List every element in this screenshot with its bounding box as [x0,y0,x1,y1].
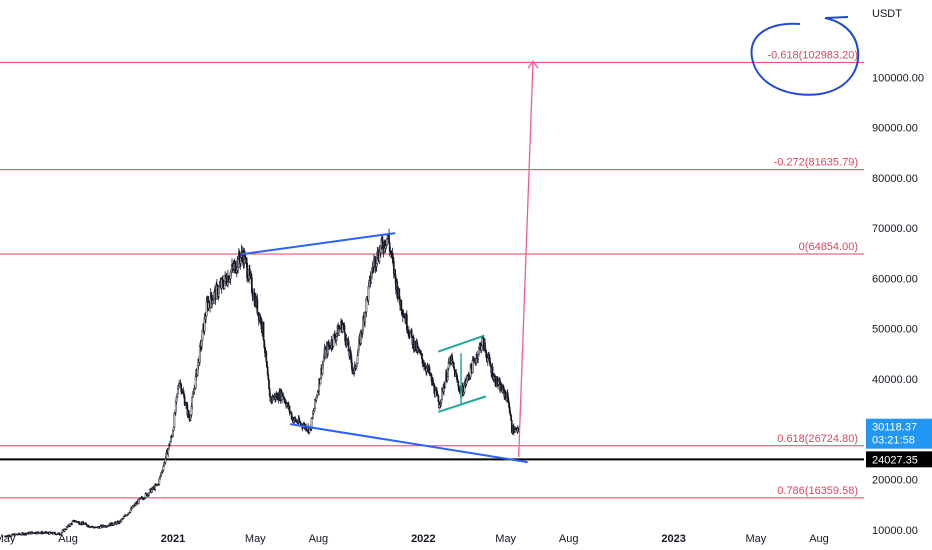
candle-body [510,419,513,433]
y-tick-label: 10000.00 [872,525,918,537]
candle-body [200,339,203,348]
y-tick-label: 100000.00 [872,72,924,84]
flag-upper-line [438,335,484,353]
candle-body [453,366,456,370]
y-tick-label: 60000.00 [872,273,918,285]
x-tick-label: 2023 [661,533,685,545]
candle-body [256,298,259,314]
candle-body [312,411,315,414]
support-price-tag [866,451,932,468]
candle-body [210,292,213,300]
fibonacci-levels: -0.618(102983.20) -0.272(81635.79) 0(64854… [0,49,864,499]
candle-body [364,312,366,323]
x-tick-label: May [245,533,266,545]
candle-body [417,346,420,350]
candle-body [260,318,263,330]
candle-countdown: 03:21:58 [872,435,915,447]
candle-body [173,413,176,428]
hand-drawn-circle [750,16,860,96]
candle-body [111,522,113,526]
trendline-drawings[interactable] [241,60,539,463]
candle-body [356,355,359,364]
x-tick-label: May [746,533,767,545]
fib-label: -0.272(81635.79) [774,157,858,169]
candle-body [165,452,168,459]
candle-body [211,300,214,304]
candle-body [351,362,353,370]
candle-body [180,383,183,393]
candle-body [205,301,208,317]
candle-body [71,521,74,525]
support-price-value: 24027.35 [872,454,918,466]
candle-body [192,393,194,398]
flag-lower-line [438,395,487,413]
x-tick-label: Aug [309,533,329,545]
candle-body [191,396,194,407]
x-tick-label: May [0,533,16,545]
candle-body [268,379,270,389]
fib-label: 0.618(26724.80) [777,433,858,445]
candle-body [150,489,153,493]
y-tick-label: 40000.00 [872,374,918,386]
y-tick-label: 90000.00 [872,123,918,135]
candle-body [148,492,150,496]
y-tick-label: 50000.00 [872,324,918,336]
lower-trendline [289,423,528,463]
last-price-value: 30118.37 [872,422,917,434]
candle-body [115,521,118,525]
upper-trendline [241,232,396,256]
time-axis[interactable]: May Aug 2021 May Aug 2022 May Aug 2023 May Aug [0,533,829,545]
candle-body [410,329,413,337]
candlestick-series [4,228,520,538]
candle-body [343,325,346,334]
candle-body [400,300,403,311]
candle-body [421,353,423,360]
x-tick-label: Aug [809,533,829,545]
last-price-tag [866,418,932,449]
candle-body [510,414,512,421]
fib-label: 0(64854.00) [799,241,858,253]
x-tick-label: Aug [559,533,579,545]
target-arrow-head [527,60,539,69]
y-tick-label: 20000.00 [872,475,918,487]
candle-body [267,374,270,381]
x-tick-label: May [495,533,516,545]
candle-body [218,286,220,294]
x-tick-label: Aug [58,533,78,545]
target-arrow-shaft [517,61,534,457]
candle-body [396,281,399,298]
candle-body [265,350,268,362]
candle-body [362,317,364,332]
candle-body [494,376,497,385]
currency-label: USDT [872,8,902,20]
candle-body [262,321,265,341]
x-tick-label: 2022 [411,533,435,545]
y-tick-label: 80000.00 [872,173,918,185]
x-tick-label: 2021 [161,533,185,545]
y-tick-label: 70000.00 [872,223,918,235]
fib-label: -0.618(102983.20) [767,49,858,61]
fib-label: 0.786(16359.58) [777,485,858,497]
